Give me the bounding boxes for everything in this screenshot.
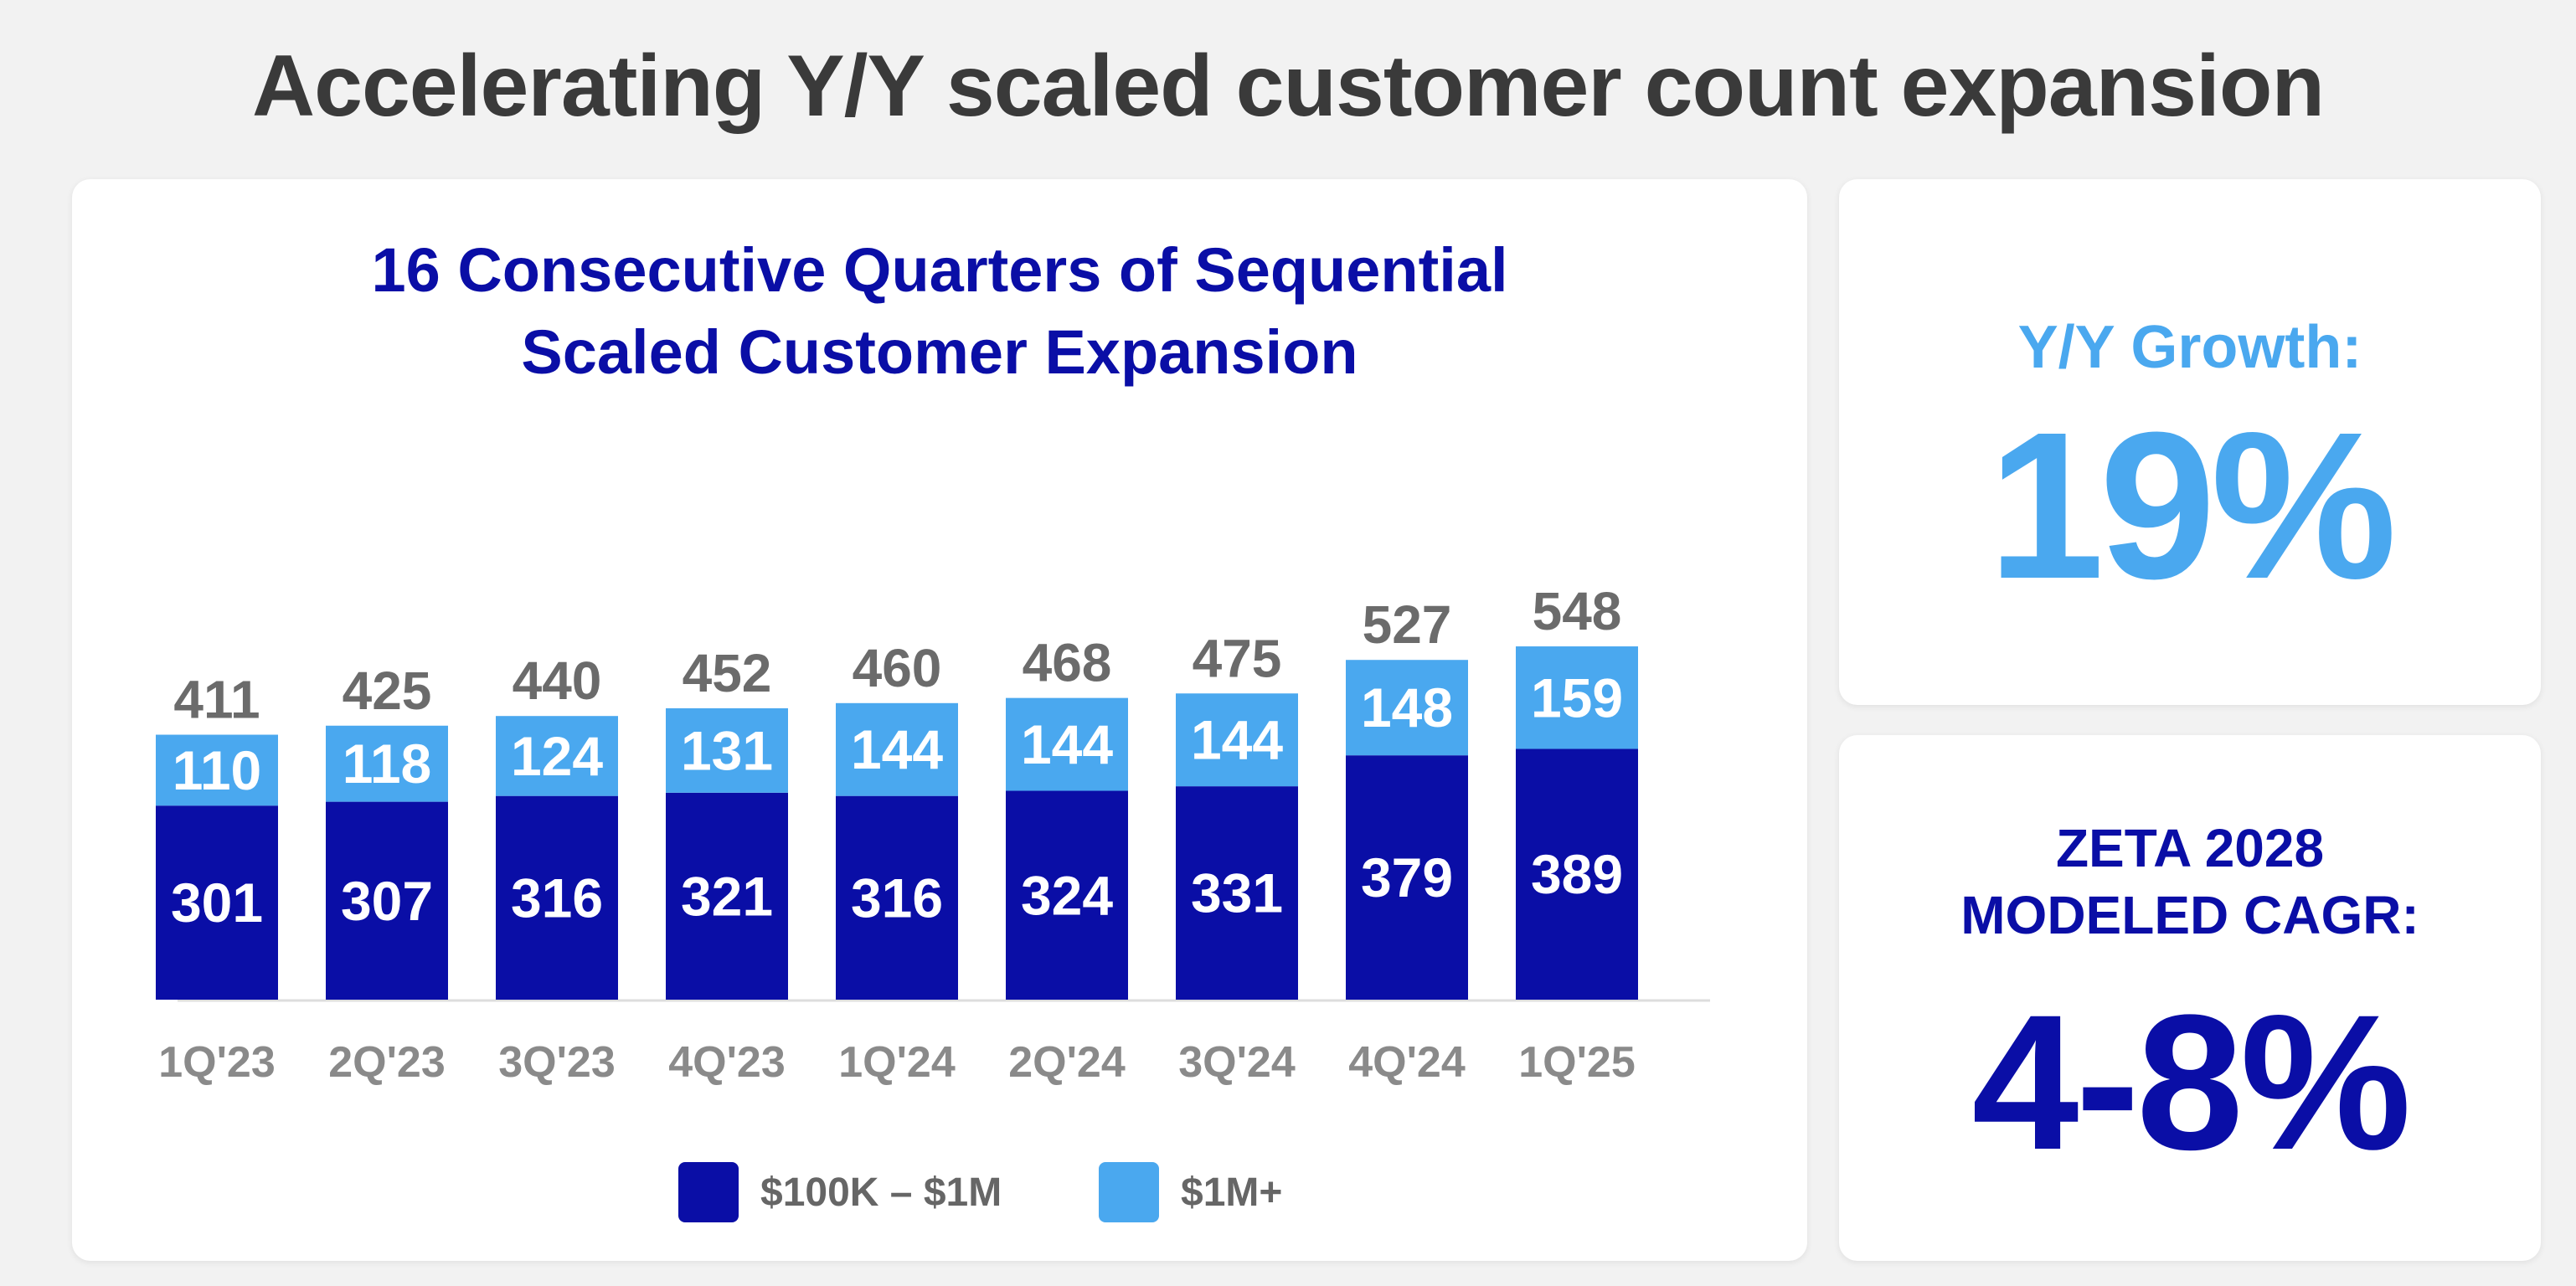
x-tick-label-8: 1Q'25 [1518, 1038, 1636, 1087]
page-title: Accelerating Y/Y scaled customer count e… [252, 38, 2325, 135]
bar-lower-6 [1176, 786, 1298, 1000]
bar-label-lower-6: 331 [1191, 862, 1283, 924]
stacked-bar-chart: 301 110 411 1Q'23 307 118 425 2Q'23 316 124 440 3Q'… [156, 581, 1710, 1222]
bar-label-lower-7: 379 [1361, 846, 1453, 908]
bar-upper-1 [326, 725, 448, 802]
bar-label-lower-3: 321 [681, 865, 773, 927]
bar-label-upper-4: 144 [851, 718, 943, 780]
bar-upper-8 [1516, 646, 1638, 749]
total-label-5: 468 [1023, 633, 1112, 693]
total-label-8: 548 [1533, 581, 1622, 641]
cagr-card: ZETA 2028 MODELED CAGR: 4-8% [1839, 735, 2541, 1261]
cagr-label-line-2: MODELED CAGR: [1960, 885, 2419, 945]
bar-label-upper-6: 144 [1191, 709, 1283, 771]
bar-label-lower-5: 324 [1021, 864, 1113, 926]
bar-upper-3 [666, 707, 788, 793]
bar-upper-2 [496, 716, 618, 796]
x-tick-label-4: 1Q'24 [838, 1038, 956, 1087]
chart-title: 16 Consecutive Quarters of Sequential Sc… [72, 229, 1807, 394]
bar-lower-1 [326, 801, 448, 1000]
bar-lower-8 [1516, 748, 1638, 1000]
legend-label-0: $100K – $1M [760, 1170, 1002, 1215]
x-tick-label-2: 3Q'23 [498, 1038, 616, 1087]
bar-label-upper-0: 110 [173, 739, 261, 801]
growth-label: Y/Y Growth: [2017, 314, 2362, 381]
bar-label-lower-1: 307 [341, 870, 433, 932]
cagr-label-line-1: ZETA 2028 [2055, 818, 2325, 878]
bar-lower-5 [1006, 790, 1128, 1000]
legend-swatch-1 [1099, 1162, 1159, 1222]
x-tick-label-5: 2Q'24 [1008, 1038, 1126, 1087]
bar-lower-4 [836, 795, 958, 1000]
bar-label-lower-8: 389 [1531, 843, 1623, 905]
x-tick-label-1: 2Q'23 [328, 1038, 446, 1087]
total-label-1: 425 [343, 661, 432, 721]
bar-upper-0 [156, 734, 278, 806]
bar-lower-0 [156, 805, 278, 1000]
bar-upper-6 [1176, 693, 1298, 787]
legend-label-1: $1M+ [1181, 1170, 1282, 1215]
bar-label-lower-2: 316 [511, 867, 603, 928]
bar-lower-7 [1346, 755, 1468, 1000]
bar-label-lower-0: 301 [171, 872, 263, 934]
bar-lower-3 [666, 792, 788, 1000]
bar-label-upper-3: 131 [681, 719, 773, 781]
bar-lower-2 [496, 795, 618, 1000]
bar-label-upper-5: 144 [1021, 713, 1113, 775]
bar-label-upper-8: 159 [1531, 666, 1623, 728]
legend-swatch-0 [678, 1162, 739, 1222]
growth-value: 19% [1987, 388, 2397, 622]
bar-upper-5 [1006, 697, 1128, 791]
cagr-label: ZETA 2028 MODELED CAGR: [1839, 815, 2541, 949]
total-label-6: 475 [1193, 628, 1282, 688]
cagr-value: 4-8% [1971, 975, 2412, 1190]
total-label-4: 460 [853, 638, 942, 698]
total-label-3: 452 [683, 643, 772, 703]
bar-label-upper-2: 124 [511, 725, 603, 787]
x-tick-label-0: 1Q'23 [158, 1038, 276, 1087]
chart-title-line-1: 16 Consecutive Quarters of Sequential [371, 235, 1508, 305]
bar-label-upper-7: 148 [1361, 676, 1453, 738]
bar-upper-4 [836, 702, 958, 796]
x-tick-label-7: 4Q'24 [1348, 1038, 1466, 1087]
total-label-7: 527 [1363, 594, 1452, 655]
growth-card: Y/Y Growth: 19% [1839, 179, 2541, 705]
chart-card: 16 Consecutive Quarters of Sequential Sc… [72, 179, 1807, 1261]
x-tick-label-3: 4Q'23 [668, 1038, 786, 1087]
bar-label-lower-4: 316 [851, 867, 943, 928]
total-label-0: 411 [173, 670, 260, 730]
bar-upper-7 [1346, 660, 1468, 756]
x-tick-label-6: 3Q'24 [1178, 1038, 1296, 1087]
chart-title-line-2: Scaled Customer Expansion [521, 317, 1358, 387]
total-label-2: 440 [513, 651, 602, 711]
bar-label-upper-1: 118 [343, 733, 431, 795]
